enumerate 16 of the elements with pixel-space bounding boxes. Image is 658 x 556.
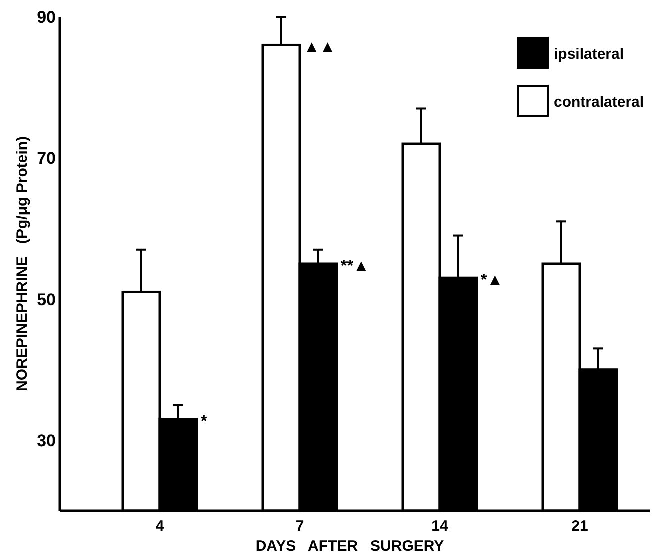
y-tick-label: 70 [37,149,56,168]
x-tick-label: 21 [572,518,588,535]
annotation: * [201,413,208,430]
x-tick-label: 14 [432,518,449,535]
y-tick-label: 90 [37,8,56,27]
x-tick-label: 7 [296,518,304,535]
annotation: *▲ [481,272,504,290]
annotation: ▲▲ [304,39,336,56]
y-axis-title: NOREPINEPHRINE (Pg/μg Protein) [14,136,31,392]
annotation: **▲ [341,258,370,275]
legend-label: ipsilateral [554,46,624,63]
legend-label: contralateral [554,94,644,111]
x-tick-label: 4 [156,518,165,535]
y-tick-label: 50 [37,290,56,310]
x-axis-title: DAYS AFTER SURGERY [256,538,444,555]
y-tick-label: 30 [37,431,56,450]
